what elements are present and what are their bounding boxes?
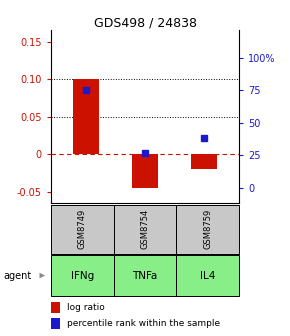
Text: percentile rank within the sample: percentile rank within the sample — [67, 319, 220, 328]
Title: GDS498 / 24838: GDS498 / 24838 — [93, 16, 197, 29]
Text: IL4: IL4 — [200, 270, 215, 281]
Bar — [132, 154, 158, 188]
Bar — [176, 255, 239, 296]
Bar — [191, 154, 217, 169]
Bar — [51, 318, 60, 329]
Text: TNFa: TNFa — [132, 270, 158, 281]
Text: agent: agent — [3, 270, 31, 281]
Bar — [51, 205, 114, 254]
Bar — [51, 255, 114, 296]
Bar — [73, 79, 99, 154]
Text: GSM8749: GSM8749 — [78, 209, 87, 249]
Text: GSM8754: GSM8754 — [140, 209, 150, 249]
Bar — [114, 255, 176, 296]
Bar — [114, 205, 176, 254]
Bar — [176, 205, 239, 254]
Text: log ratio: log ratio — [67, 303, 105, 312]
Text: GSM8759: GSM8759 — [203, 209, 212, 249]
Text: IFNg: IFNg — [70, 270, 94, 281]
Bar — [51, 302, 60, 313]
